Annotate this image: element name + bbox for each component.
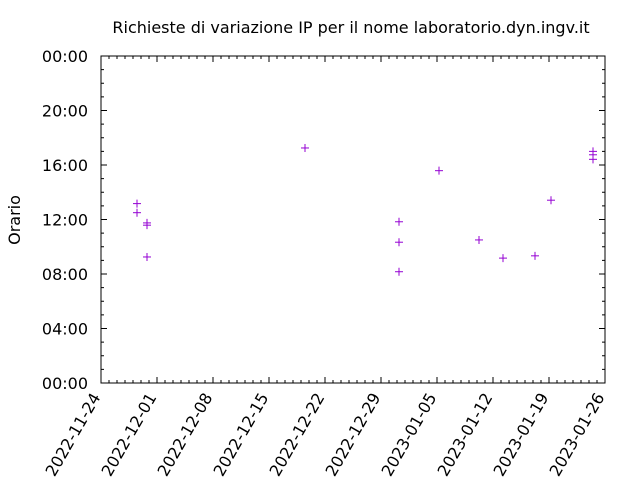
x-tick-label: 2022-12-08 xyxy=(154,390,217,480)
plot-area-border xyxy=(100,55,606,384)
y-tick-label: 00:00 xyxy=(42,374,88,393)
x-tick-label: 2022-12-29 xyxy=(322,390,385,480)
data-point xyxy=(435,166,443,175)
x-tick-label: 2022-12-01 xyxy=(98,390,161,480)
data-point xyxy=(589,155,597,164)
x-tick-label: 2022-12-22 xyxy=(266,390,329,480)
x-tick-label: 2022-11-24 xyxy=(42,390,105,480)
data-point xyxy=(531,251,539,260)
y-tick-label: 12:00 xyxy=(42,211,88,230)
y-axis: 00:00 04:00 08:00 12:00 16:00 20:00 00:00 xyxy=(42,47,605,393)
x-tick-label: 2022-12-15 xyxy=(210,390,273,480)
y-tick-label: 00:00 xyxy=(42,47,88,66)
y-tick-label: 20:00 xyxy=(42,102,88,121)
y-tick-label: 08:00 xyxy=(42,265,88,284)
data-point xyxy=(301,143,309,152)
data-points xyxy=(133,143,597,276)
y-tick-label: 04:00 xyxy=(42,320,88,339)
x-axis: 2022-11-242022-12-012022-12-082022-12-15… xyxy=(42,56,609,480)
y-axis-label: Orario xyxy=(5,195,24,245)
data-point xyxy=(395,217,403,226)
data-point xyxy=(499,254,507,263)
data-point xyxy=(133,199,141,208)
data-point xyxy=(143,221,151,230)
y-tick-label: 16:00 xyxy=(42,156,88,175)
chart-title: Richieste di variazione IP per il nome l… xyxy=(112,18,589,37)
data-point xyxy=(143,252,151,261)
data-point xyxy=(475,235,483,244)
data-point xyxy=(133,208,141,217)
x-tick-label: 2023-01-05 xyxy=(378,390,441,480)
x-tick-label: 2023-01-12 xyxy=(434,390,497,480)
data-point xyxy=(547,196,555,205)
data-point xyxy=(395,238,403,247)
x-tick-label: 2023-01-26 xyxy=(546,390,609,480)
data-point xyxy=(395,267,403,276)
x-tick-label: 2023-01-19 xyxy=(490,390,553,480)
